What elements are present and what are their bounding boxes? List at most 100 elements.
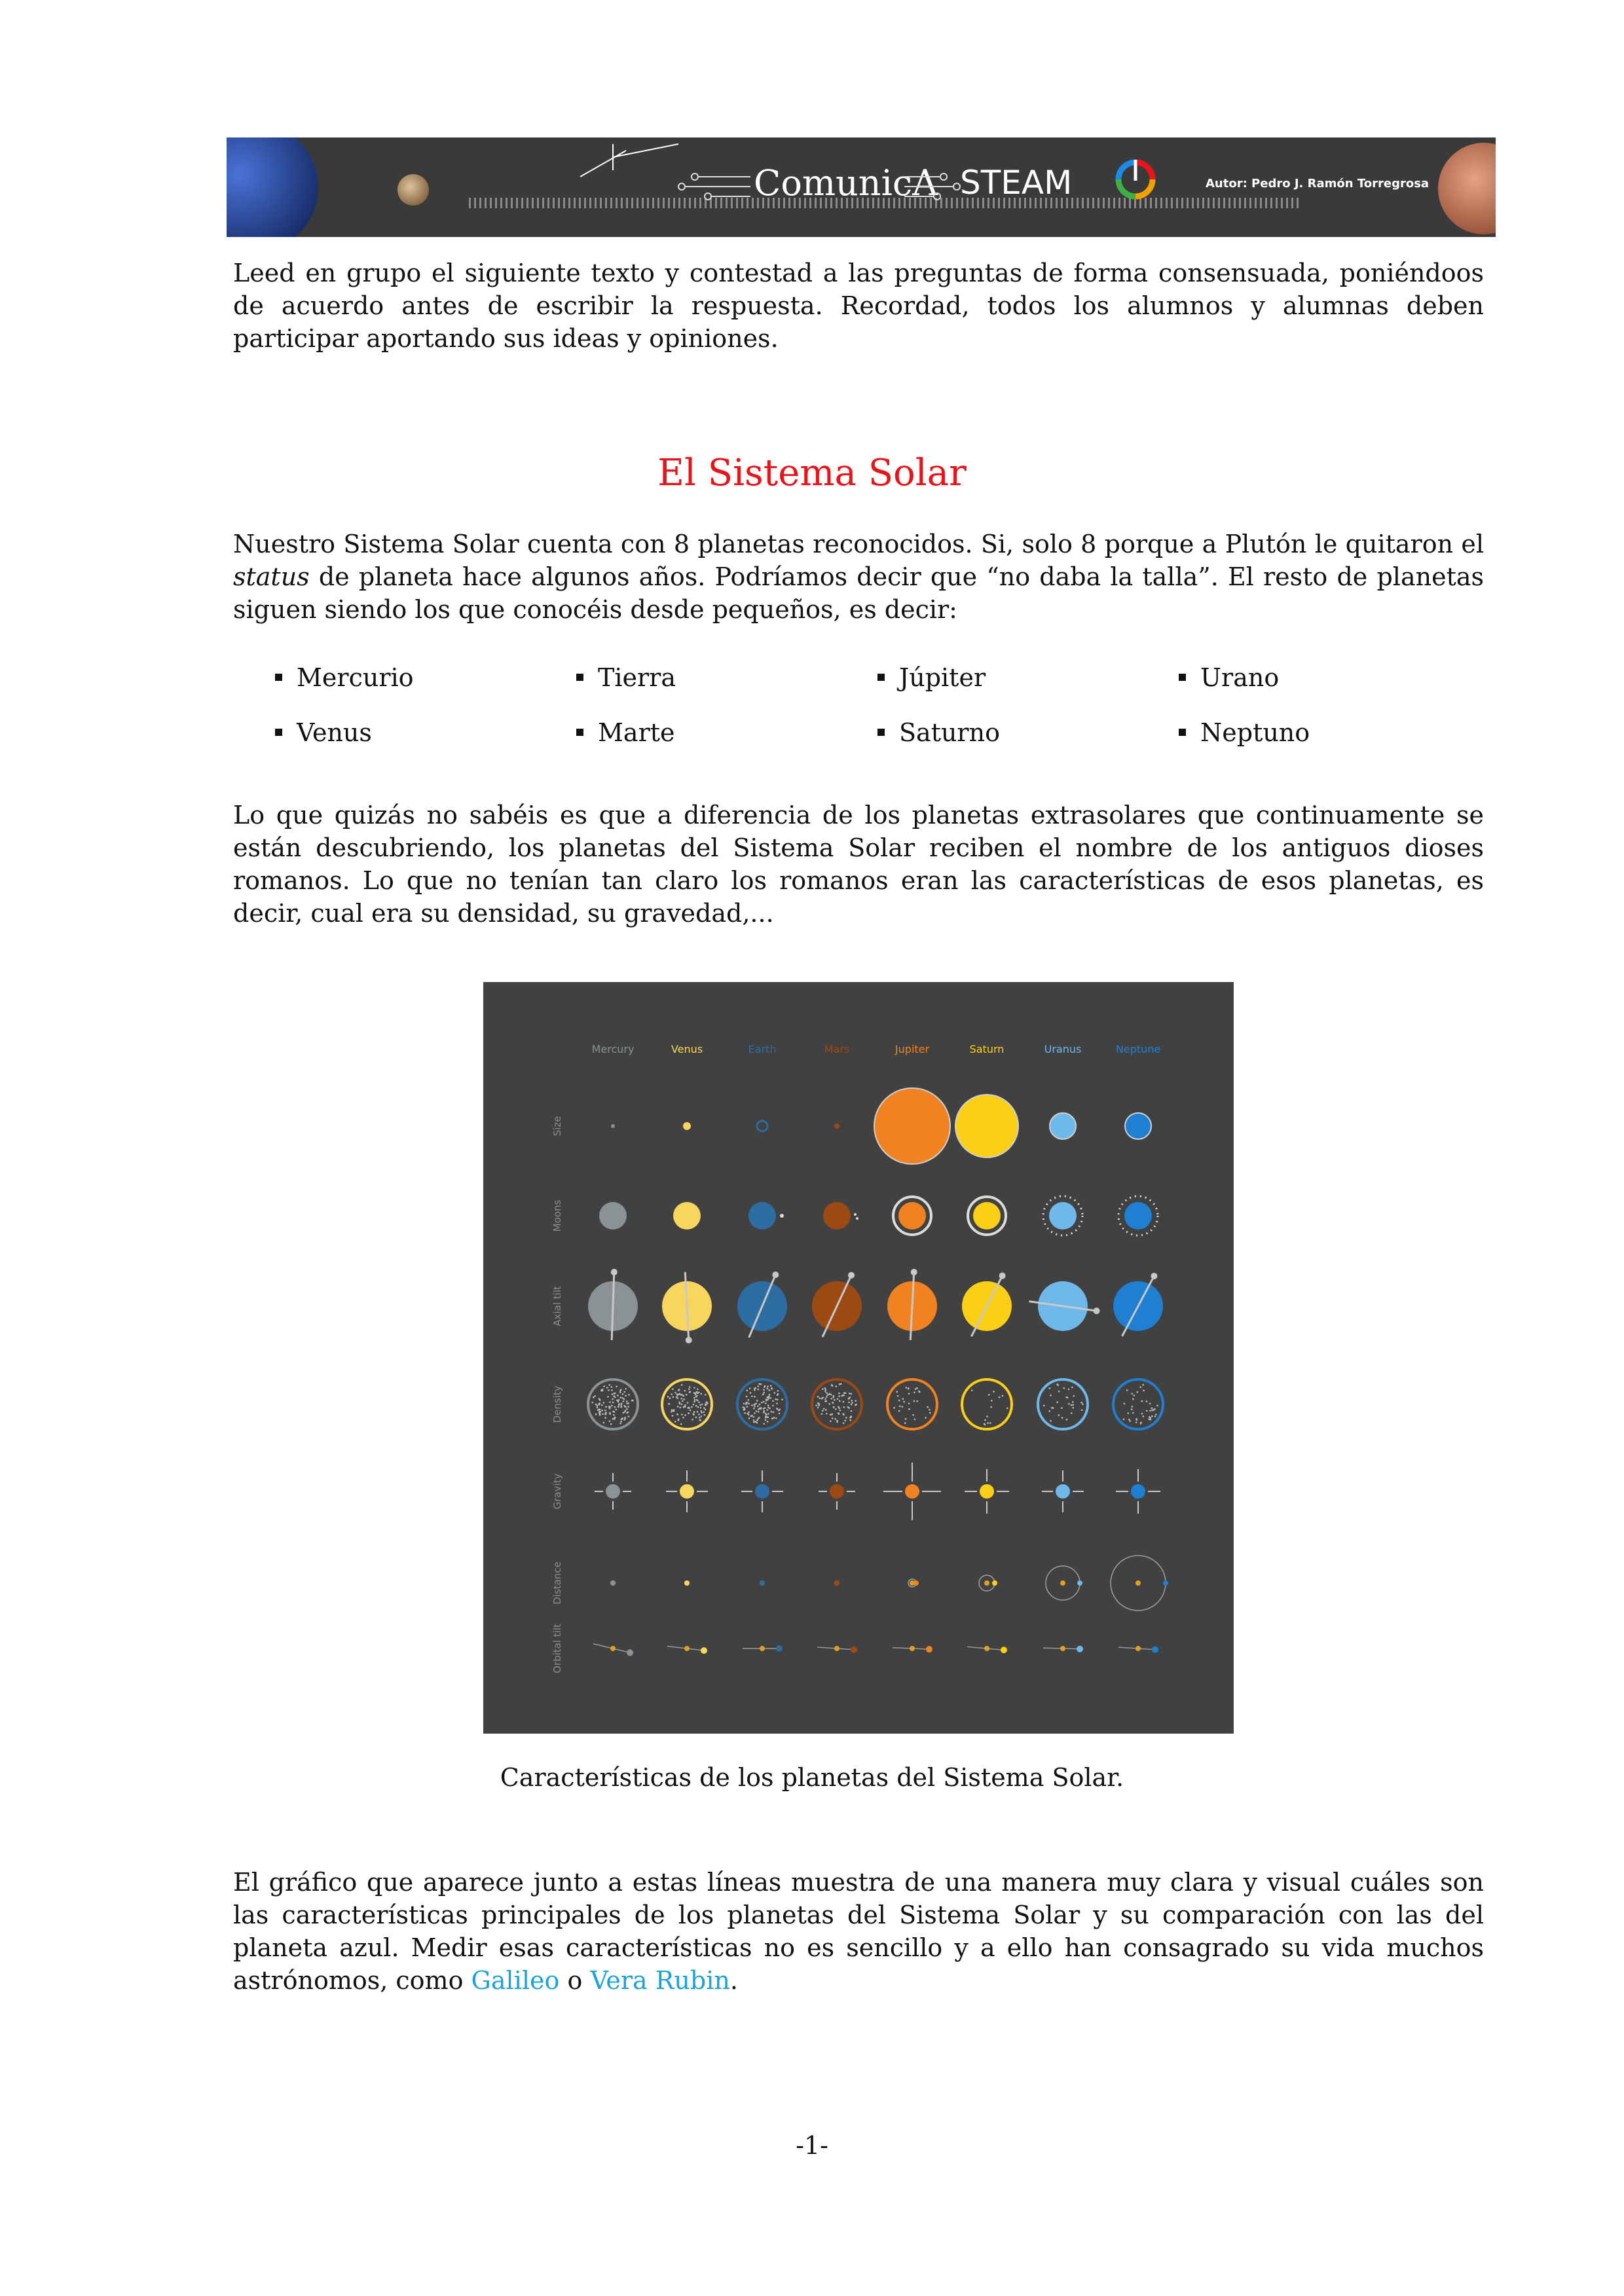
density-dot xyxy=(834,1399,836,1401)
density-dot xyxy=(593,1396,595,1398)
orbital-tilt-mark xyxy=(1077,1645,1083,1652)
paragraph-planets-intro: Nuestro Sistema Solar cuenta con 8 plane… xyxy=(233,528,1484,626)
intro-paragraph: Leed en grupo el siguiente texto y conte… xyxy=(233,259,1484,353)
density-dot xyxy=(625,1388,627,1390)
density-dot xyxy=(832,1406,835,1408)
density-dot xyxy=(1142,1415,1145,1417)
size-mark xyxy=(834,1123,840,1129)
density-dot xyxy=(842,1422,845,1425)
row-label: Density xyxy=(551,1385,563,1423)
density-dot xyxy=(1131,1406,1134,1408)
density-dot xyxy=(824,1391,826,1393)
density-dot xyxy=(1080,1402,1082,1404)
density-dot xyxy=(609,1401,611,1404)
density-dot xyxy=(821,1413,823,1415)
density-dot xyxy=(698,1413,700,1415)
density-dot xyxy=(986,1415,988,1417)
density-dot xyxy=(679,1406,681,1409)
density-dot xyxy=(1154,1408,1156,1410)
list-item-label: Júpiter xyxy=(899,663,986,692)
density-dot xyxy=(766,1399,767,1402)
density-dot xyxy=(754,1405,756,1408)
density-dot xyxy=(766,1421,769,1423)
density-dot xyxy=(744,1412,746,1414)
density-dot xyxy=(1149,1410,1151,1412)
density-dot xyxy=(594,1395,596,1397)
density-dot xyxy=(1123,1402,1126,1405)
gravity-mark xyxy=(980,1484,994,1499)
density-mark xyxy=(886,1378,938,1430)
axis-arrow-tip xyxy=(999,1272,1006,1279)
density-dot xyxy=(704,1404,707,1406)
density-dot xyxy=(770,1410,773,1413)
density-dot xyxy=(769,1397,772,1399)
density-dot xyxy=(851,1402,853,1404)
density-dot xyxy=(699,1406,702,1409)
density-dot xyxy=(1146,1410,1148,1412)
density-dot xyxy=(613,1393,616,1394)
density-dot xyxy=(618,1406,619,1408)
density-dot xyxy=(817,1406,819,1409)
density-dot xyxy=(849,1396,851,1398)
density-dot xyxy=(693,1392,695,1394)
density-dot xyxy=(1149,1417,1152,1419)
density-dot xyxy=(1132,1412,1134,1414)
density-dot xyxy=(1070,1412,1073,1414)
density-dot xyxy=(902,1398,904,1400)
axis-line xyxy=(821,1275,853,1338)
density-dot xyxy=(599,1410,600,1413)
density-dot xyxy=(828,1393,830,1396)
list-item-label: Venus xyxy=(297,718,372,747)
axis-arrow-tip xyxy=(610,1269,618,1276)
density-dot xyxy=(625,1394,627,1397)
moons-ring xyxy=(892,1195,932,1236)
moon-dot xyxy=(780,1214,784,1218)
axis-arrow-tip xyxy=(772,1271,779,1279)
distance-mark xyxy=(1163,1580,1168,1586)
density-dot xyxy=(756,1421,758,1424)
density-dot xyxy=(832,1396,834,1398)
density-dot xyxy=(835,1385,838,1387)
density-dot xyxy=(674,1421,676,1423)
density-dot xyxy=(756,1405,759,1408)
galileo-link[interactable]: Galileo xyxy=(471,1966,560,1995)
density-dot xyxy=(777,1393,779,1395)
density-dot xyxy=(821,1410,824,1412)
density-dot xyxy=(1131,1393,1134,1394)
orbital-tilt-mark xyxy=(926,1646,932,1653)
density-dot xyxy=(694,1392,697,1394)
comunica-logo-text: ComunicA xyxy=(754,162,938,204)
density-dot xyxy=(604,1409,606,1412)
vera-rubin-link[interactable]: Vera Rubin xyxy=(590,1966,730,1995)
density-dot xyxy=(763,1389,765,1391)
density-dot xyxy=(599,1413,601,1415)
density-dot xyxy=(767,1385,769,1388)
size-mark xyxy=(955,1094,1019,1158)
density-dot xyxy=(693,1387,695,1389)
density-dot xyxy=(626,1412,628,1414)
density-dot xyxy=(908,1393,910,1395)
density-dot xyxy=(896,1394,899,1397)
density-dot xyxy=(696,1388,699,1391)
bullet-icon xyxy=(1179,729,1186,736)
density-dot xyxy=(913,1418,916,1421)
density-dot xyxy=(604,1417,606,1419)
density-dot xyxy=(844,1419,846,1422)
density-dot xyxy=(838,1383,841,1385)
axis-line xyxy=(1029,1300,1097,1312)
density-dot xyxy=(674,1391,676,1394)
moon-dot xyxy=(854,1213,857,1216)
density-dot xyxy=(696,1411,699,1413)
density-dot xyxy=(830,1394,832,1396)
planet-column-label: Venus xyxy=(671,1043,703,1055)
row-label: Moons xyxy=(551,1200,563,1232)
axis-line xyxy=(909,1271,915,1341)
density-dot xyxy=(761,1401,763,1404)
density-dot xyxy=(676,1413,679,1415)
density-dot xyxy=(616,1385,618,1388)
density-dot xyxy=(777,1390,779,1392)
density-dot xyxy=(695,1398,698,1401)
density-dot xyxy=(1128,1418,1130,1421)
sun-dot xyxy=(984,1580,989,1586)
density-dot xyxy=(929,1408,931,1411)
